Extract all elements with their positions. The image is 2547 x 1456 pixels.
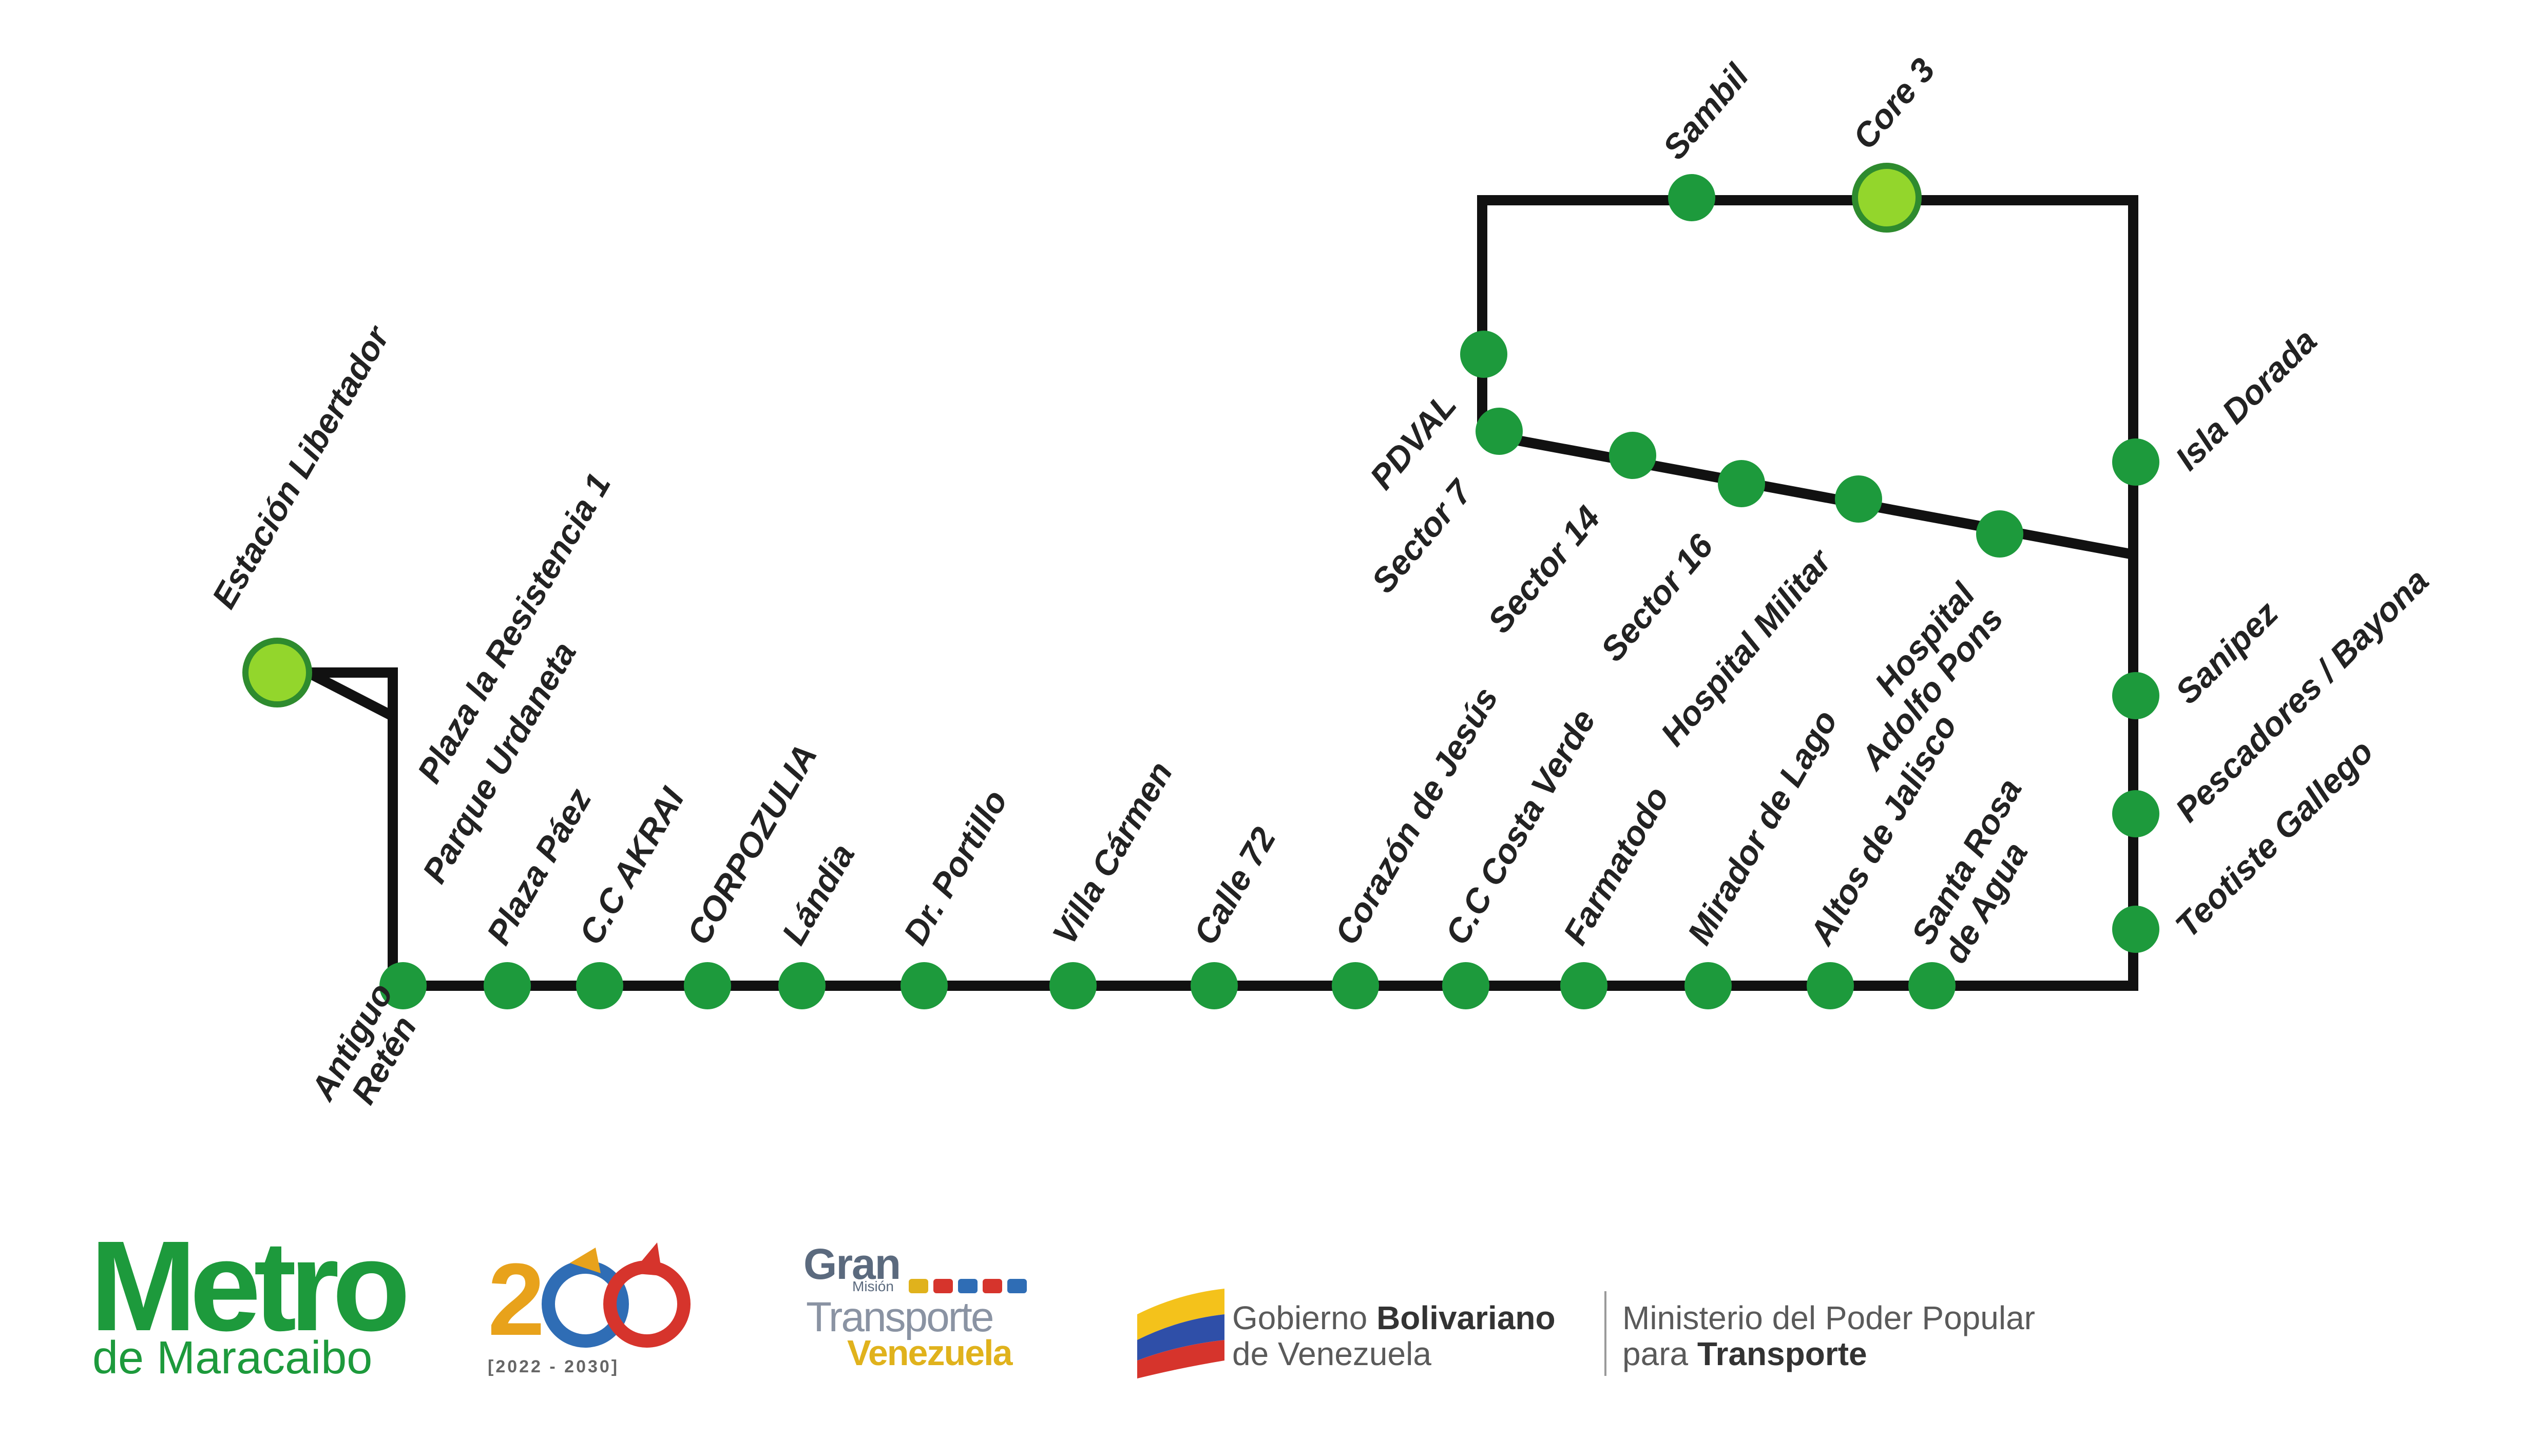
station-marker-mirador-de-lago[interactable] [1684,962,1732,1009]
station-label-landia: Lándia [774,837,861,951]
station-marker-corpozulia[interactable] [684,962,731,1009]
bicentenario-logo: 2 [488,1242,691,1357]
bicentenario-years: [2022 - 2030] [488,1357,620,1376]
station-label-sector-7: Sector 7 [1364,472,1480,600]
gran-mision-line1: Gran [803,1240,901,1288]
station-label-sector-14: Sector 14 [1480,499,1607,640]
svg-text:2: 2 [488,1242,545,1357]
gran-mision-line4: Venezuela [847,1333,1013,1373]
route-stations [242,163,2159,1009]
station-label-isla-dorada: Isla Dorada [2168,321,2324,477]
ministerio-line2: para Transporte [1622,1335,1867,1372]
route-labels: Estación Libertador Plaza la Resistencia … [204,51,2436,1110]
station-label-sanipez: Sanipez [2168,593,2286,711]
station-label-farmatodo: Farmatodo [1556,780,1676,951]
station-marker-sector-14[interactable] [1609,432,1656,479]
gobierno-line2: de Venezuela [1232,1335,1431,1372]
station-marker-cc-akrai[interactable] [576,962,623,1009]
station-marker-antiguo-reten[interactable] [379,962,427,1009]
station-marker-landia[interactable] [778,962,826,1009]
station-marker-estacion-libertador[interactable] [242,638,312,707]
station-label-core-3: Core 3 [1845,51,1942,156]
station-marker-corazon-de-jesus[interactable] [1332,962,1379,1009]
station-marker-isla-dorada[interactable] [2112,438,2159,486]
station-marker-pescadores-bayona[interactable] [2112,790,2159,837]
station-marker-villa-carmen[interactable] [1049,962,1097,1009]
station-marker-santa-rosa-de-agua[interactable] [1908,962,1956,1009]
venezuela-flag-icon [1137,1289,1224,1378]
station-label-sector-16: Sector 16 [1593,526,1721,668]
station-marker-calle-72[interactable] [1191,962,1238,1009]
gran-mision-line3: Transporte [806,1294,994,1340]
station-marker-altos-de-jalisco[interactable] [1807,962,1854,1009]
station-marker-sector-7[interactable] [1476,408,1523,455]
station-marker-core-3[interactable] [1852,163,1922,233]
station-marker-pdval[interactable] [1460,331,1507,378]
station-label-sambil: Sambil [1655,56,1756,166]
station-label-dr-portillo: Dr. Portillo [896,783,1014,951]
station-marker-hospital-militar[interactable] [1835,475,1882,523]
station-label-calle-72: Calle 72 [1186,821,1283,951]
station-marker-plaza-paez[interactable] [484,962,531,1009]
metro-logo-subtitle: de Maracaibo [92,1332,373,1384]
footer-divider [1604,1291,1606,1376]
station-label-villa-carmen: Villa Cármen [1045,755,1180,951]
station-marker-cc-costa-verde[interactable] [1442,962,1489,1009]
station-marker-farmatodo[interactable] [1560,962,1607,1009]
station-label-santa-rosa-de-agua: Santa Rosade Agua [1904,772,2061,969]
track-segment [277,667,398,986]
ministerio-line1: Ministerio del Poder Popular [1622,1299,2035,1336]
station-marker-teotiste-gallego[interactable] [2112,906,2159,953]
station-marker-hospital-adolfo-pons[interactable] [1976,510,2023,558]
track-segment [305,668,395,721]
metro-logo-word: Metro [90,1214,411,1357]
station-marker-dr-portillo[interactable] [901,962,948,1009]
station-label-estacion-libertador: Estación Libertador [204,318,397,615]
station-label-teotiste-gallego: Teotiste Gallego [2168,732,2381,945]
gobierno-line1: Gobierno Bolivariano [1232,1299,1556,1336]
station-marker-sector-16[interactable] [1718,460,1765,507]
gran-mision-icons [909,1279,1027,1293]
station-marker-sanipez[interactable] [2112,672,2159,719]
station-marker-sambil[interactable] [1668,174,1715,221]
gran-mision-line2: Misión [852,1278,894,1294]
